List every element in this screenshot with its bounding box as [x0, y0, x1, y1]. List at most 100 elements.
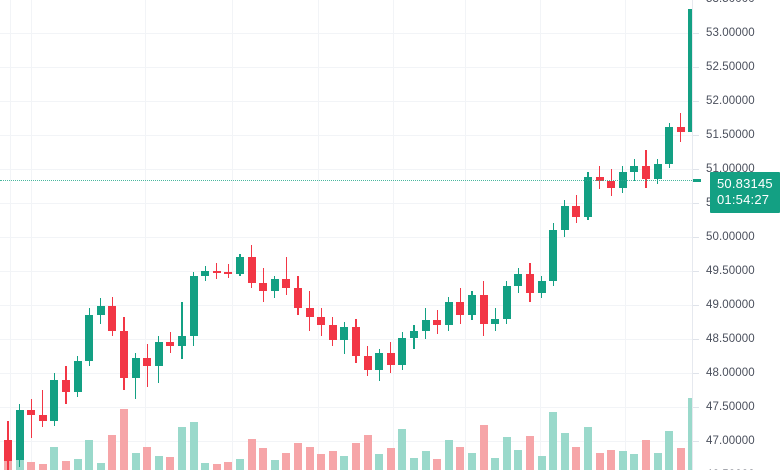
current-price-badge[interactable]: 50.83145 01:54:27	[710, 172, 780, 214]
volume-bar	[212, 463, 221, 470]
current-price-line	[0, 180, 692, 182]
price-axis-tick-label: 47.00000	[706, 435, 755, 447]
price-axis-tick-label: 51.00000	[706, 163, 755, 175]
volume-bar	[189, 421, 198, 470]
price-axis-tick-mark	[693, 339, 699, 340]
volume-bar	[595, 452, 604, 470]
gridline-vertical	[625, 0, 626, 470]
volume-bar	[247, 438, 256, 470]
gridline-vertical	[232, 0, 233, 470]
candle-body-bullish	[537, 281, 546, 293]
volume-bar	[224, 462, 233, 470]
candle-body-bearish	[595, 177, 604, 182]
candle-body-bearish	[433, 319, 442, 326]
volume-bar	[375, 454, 384, 470]
volume-bar	[444, 440, 453, 470]
candle-body-bearish	[27, 410, 36, 416]
volume-bar	[236, 459, 244, 470]
candle-body-bearish	[38, 415, 47, 421]
candle-body-bullish	[131, 358, 140, 379]
candle-body-bearish	[212, 271, 221, 273]
volume-bar	[131, 452, 140, 470]
volume-bar	[317, 454, 326, 470]
volume-bar	[340, 455, 349, 470]
candle-body-bullish	[375, 352, 384, 370]
candle-body-bullish	[584, 177, 592, 217]
price-axis-tick-mark	[693, 407, 699, 408]
candle-body-bearish	[143, 358, 152, 367]
price-axis[interactable]: 53.50000 53.00000 52.50000 52.00000 51.50000…	[692, 0, 780, 470]
price-axis-tick-label: 47.50000	[706, 401, 755, 413]
candle-body-bearish	[317, 317, 326, 326]
current-price-value: 50.83145	[717, 176, 773, 192]
gridline-horizontal	[0, 203, 692, 204]
candle-body-bullish	[549, 230, 558, 282]
volume-bar	[537, 455, 546, 470]
candle-body-bullish	[618, 172, 627, 189]
volume-bar	[607, 449, 616, 470]
candle-body-bullish	[236, 257, 244, 275]
gridline-vertical	[318, 0, 319, 470]
candle-body-bearish	[676, 126, 685, 132]
volume-bar	[386, 448, 395, 470]
candle-body-bearish	[247, 257, 256, 284]
candle-wick	[227, 264, 230, 278]
price-axis-tick-mark	[693, 271, 699, 272]
candle-body-bearish	[363, 356, 372, 370]
price-axis-tick-label: 50.00000	[706, 231, 755, 243]
volume-bar	[549, 411, 558, 470]
gridline-vertical	[145, 0, 146, 470]
candle-wick	[30, 398, 32, 438]
candle-body-bullish	[178, 335, 186, 346]
candle-body-bearish	[108, 306, 117, 331]
gridline-horizontal	[0, 407, 692, 408]
price-axis-tick-mark	[693, 373, 699, 374]
candle-body-bullish	[85, 315, 94, 361]
gridline-vertical	[10, 0, 11, 470]
volume-bar	[259, 448, 268, 470]
candle-body-bullish	[560, 206, 569, 231]
volume-bar	[665, 431, 674, 470]
gridline-horizontal	[0, 67, 692, 68]
candle-body-bullish	[96, 306, 105, 316]
volume-bar	[201, 462, 210, 470]
candle-wick	[169, 332, 172, 353]
gridline-horizontal	[0, 305, 692, 306]
volume-bar	[294, 442, 302, 470]
candle-countdown-timer: 01:54:27	[717, 192, 770, 208]
price-badge-nub	[693, 179, 701, 183]
candle-wick	[216, 262, 218, 280]
candle-wick	[42, 390, 44, 428]
candle-body-bullish	[491, 318, 500, 325]
chart-plot-area[interactable]	[0, 0, 692, 470]
price-axis-tick-mark	[693, 441, 699, 442]
gridline-horizontal	[0, 237, 692, 238]
price-axis-tick-label: 49.50000	[706, 265, 755, 277]
candle-body-bullish	[270, 279, 279, 292]
candle-body-bearish	[224, 272, 233, 275]
volume-bar	[27, 462, 36, 470]
volume-bar	[305, 446, 314, 470]
volume-bar	[282, 452, 291, 470]
candle-body-bearish	[62, 379, 70, 393]
candle-body-bullish	[154, 342, 163, 367]
volume-bar	[85, 440, 94, 470]
volume-bar	[410, 457, 418, 470]
price-axis-tick-label: 49.00000	[706, 299, 755, 311]
candle-body-bullish	[468, 294, 476, 316]
gridline-horizontal	[0, 373, 692, 374]
price-axis-tick-mark	[693, 305, 699, 306]
candle-body-bearish	[4, 439, 12, 462]
volume-bar	[154, 455, 163, 470]
volume-bar	[676, 448, 685, 470]
candle-wick	[285, 257, 288, 295]
candle-body-bullish	[73, 360, 82, 393]
volume-bar	[108, 434, 117, 470]
gridline-vertical	[31, 0, 32, 470]
candle-body-bearish	[607, 181, 616, 189]
candle-body-bearish	[526, 274, 534, 293]
volume-bar	[398, 429, 407, 470]
volume-bar	[352, 443, 360, 470]
candle-wick	[181, 301, 183, 360]
